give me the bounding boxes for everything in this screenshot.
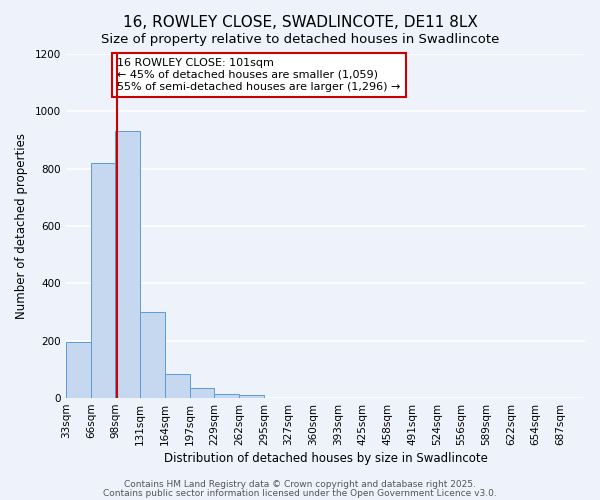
Text: Contains public sector information licensed under the Open Government Licence v3: Contains public sector information licen… (103, 488, 497, 498)
Text: Contains HM Land Registry data © Crown copyright and database right 2025.: Contains HM Land Registry data © Crown c… (124, 480, 476, 489)
Bar (165, 374, 190, 398)
Bar (140, 312, 165, 398)
Text: 16 ROWLEY CLOSE: 101sqm
← 45% of detached houses are smaller (1,059)
55% of semi: 16 ROWLEY CLOSE: 101sqm ← 45% of detache… (118, 58, 401, 92)
Bar (91, 163, 115, 398)
Y-axis label: Number of detached properties: Number of detached properties (15, 133, 28, 319)
Bar (190, 388, 214, 398)
Bar (239, 395, 264, 398)
Text: 16, ROWLEY CLOSE, SWADLINCOTE, DE11 8LX: 16, ROWLEY CLOSE, SWADLINCOTE, DE11 8LX (122, 15, 478, 30)
Bar (66, 342, 91, 398)
Bar (115, 132, 140, 398)
Text: Size of property relative to detached houses in Swadlincote: Size of property relative to detached ho… (101, 32, 499, 46)
Bar (214, 394, 239, 398)
X-axis label: Distribution of detached houses by size in Swadlincote: Distribution of detached houses by size … (164, 452, 487, 465)
